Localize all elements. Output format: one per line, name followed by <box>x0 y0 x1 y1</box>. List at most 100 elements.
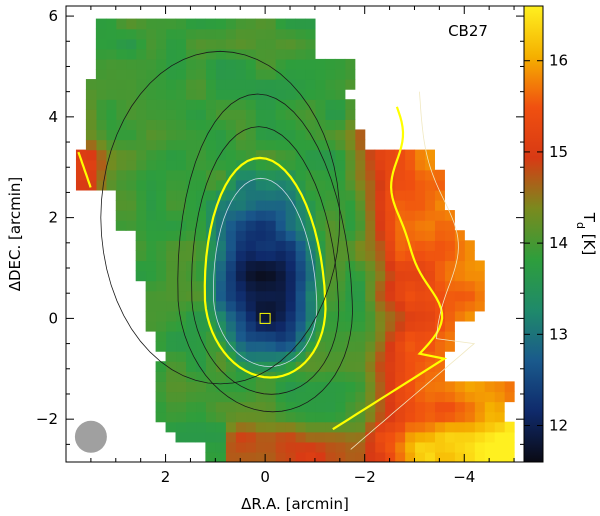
map-pixel <box>494 381 505 393</box>
map-pixel <box>314 381 326 393</box>
map-pixel <box>344 381 356 393</box>
map-pixel <box>314 280 326 292</box>
map-pixel <box>195 220 206 231</box>
map-pixel <box>304 361 316 372</box>
map-pixel <box>155 28 167 40</box>
map-pixel <box>334 149 346 161</box>
contour-line <box>350 91 476 450</box>
map-pixel <box>205 441 216 453</box>
map-pixel <box>334 129 346 141</box>
map-pixel <box>155 330 167 342</box>
map-pixel <box>275 240 286 251</box>
map-pixel <box>414 149 426 161</box>
map-pixel <box>404 381 416 393</box>
map-pixel <box>165 371 177 382</box>
map-pixel <box>265 401 276 413</box>
map-pixel <box>434 401 445 413</box>
map-pixel <box>364 290 376 302</box>
map-pixel <box>295 99 306 110</box>
map-pixel <box>145 189 157 201</box>
map-pixel <box>464 260 475 272</box>
map-pixel <box>344 99 356 110</box>
map-pixel <box>424 401 435 413</box>
map-pixel <box>404 250 416 262</box>
map-pixel <box>115 99 127 110</box>
map-pixel <box>414 159 426 171</box>
map-pixel <box>474 431 485 443</box>
map-pixel <box>175 119 187 131</box>
map-pixel <box>145 159 157 171</box>
map-pixel <box>434 230 445 241</box>
map-pixel <box>205 48 216 60</box>
map-pixel <box>145 28 157 40</box>
map-pixel <box>265 149 276 161</box>
map-pixel <box>165 270 177 282</box>
map-pixel <box>384 351 396 362</box>
map-pixel <box>344 290 356 302</box>
map-pixel <box>165 220 177 231</box>
y-tick-label: 4 <box>48 108 58 126</box>
map-pixel <box>95 89 107 100</box>
map-pixel <box>444 270 455 282</box>
map-pixel <box>135 109 147 120</box>
map-pixel <box>195 290 206 302</box>
map-pixel <box>434 451 445 462</box>
map-pixel <box>394 260 406 272</box>
map-pixel <box>235 220 246 231</box>
map-pixel <box>404 199 416 211</box>
map-pixel <box>304 260 316 272</box>
map-pixel <box>205 18 216 30</box>
map-pixel <box>354 320 366 332</box>
map-pixel <box>135 28 147 40</box>
map-pixel <box>314 159 326 171</box>
map-pixel <box>145 169 157 181</box>
map-pixel <box>175 139 187 151</box>
map-pixel <box>434 421 445 433</box>
map-pixel <box>484 401 495 413</box>
map-pixel <box>85 99 97 110</box>
map-pixel <box>165 330 177 342</box>
x-axis-label: ΔR.A. [arcmin] <box>241 495 349 513</box>
map-pixel <box>265 300 276 312</box>
map-pixel <box>205 351 216 362</box>
map-pixel <box>384 330 396 342</box>
map-pixel <box>205 199 216 211</box>
map-pixel <box>394 411 406 423</box>
map-pixel <box>185 320 197 332</box>
map-pixel <box>135 139 147 151</box>
map-pixel <box>484 411 495 423</box>
map-pixel <box>314 341 326 352</box>
map-pixel <box>324 230 336 241</box>
map-pixel <box>414 300 426 312</box>
map-pixel <box>235 401 246 413</box>
map-pixel <box>414 361 426 372</box>
map-pixel <box>384 381 396 393</box>
map-pixel <box>275 58 286 70</box>
map-pixel <box>304 431 316 443</box>
map-pixel <box>265 411 276 423</box>
map-pixel <box>324 411 336 423</box>
map-pixel <box>384 199 396 211</box>
map-pixel <box>255 179 266 191</box>
map-pixel <box>334 240 346 251</box>
map-pixel <box>215 300 226 312</box>
map-pixel <box>135 199 147 211</box>
map-pixel <box>255 260 266 272</box>
map-pixel <box>125 179 137 191</box>
map-pixel <box>195 280 206 292</box>
map-pixel <box>444 230 455 241</box>
map-pixel <box>195 99 206 110</box>
map-pixel <box>434 220 445 231</box>
map-pixel <box>235 280 246 292</box>
map-pixel <box>285 48 296 60</box>
map-pixel <box>235 240 246 251</box>
map-pixel <box>314 371 326 382</box>
map-pixel <box>344 250 356 262</box>
map-pixel <box>205 381 216 393</box>
map-pixel <box>275 451 286 462</box>
map-pixel <box>235 109 246 120</box>
map-pixel <box>265 109 276 120</box>
map-pixel <box>384 451 396 462</box>
map-pixel <box>334 230 346 241</box>
map-pixel <box>424 451 435 462</box>
